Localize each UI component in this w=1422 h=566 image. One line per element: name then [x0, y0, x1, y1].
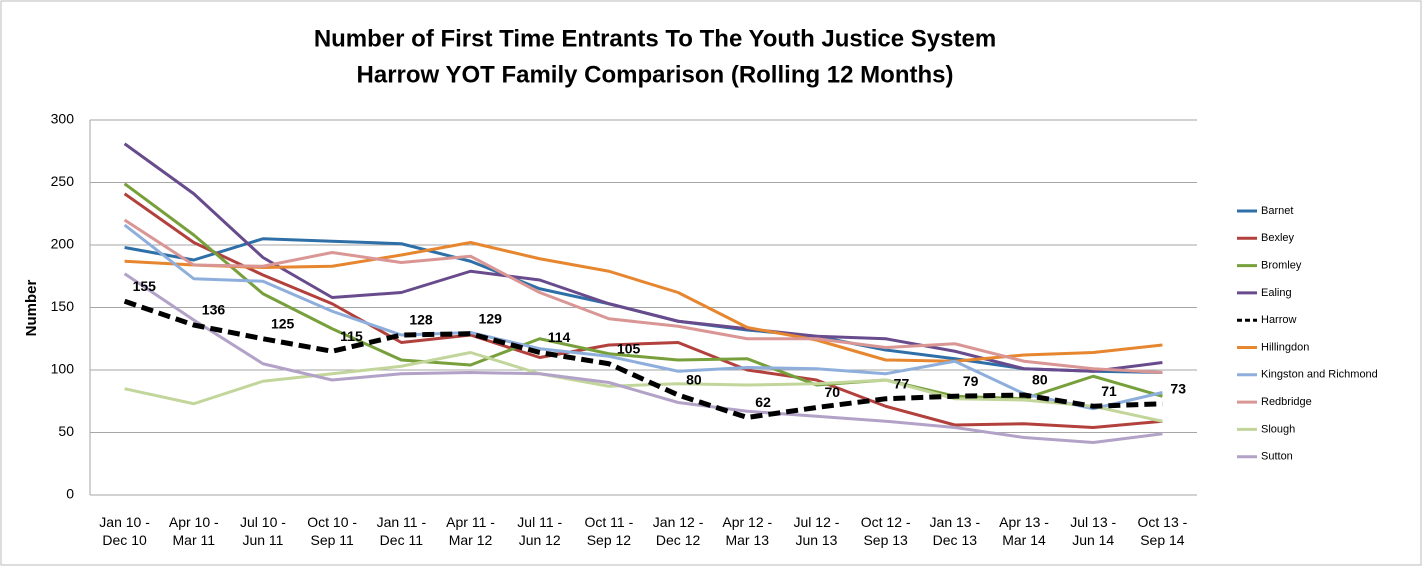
data-label: 105	[617, 340, 641, 356]
legend-label: Barnet	[1261, 205, 1293, 217]
series-line	[123, 142, 1163, 373]
x-tick-label: Oct 11 - Sep 12	[584, 514, 634, 548]
series-line	[123, 218, 1163, 374]
y-tick-label: 200	[51, 236, 75, 252]
chart-title: Number of First Time Entrants To The You…	[314, 25, 996, 52]
series-line	[123, 223, 1163, 411]
data-label: 115	[340, 328, 363, 344]
x-tick-label: Jul 13 - Jun 14	[1070, 514, 1117, 548]
chart-subtitle: Harrow YOT Family Comparison (Rolling 12…	[357, 61, 954, 88]
series-line	[123, 192, 1163, 429]
x-tick-label: Apr 10 - Mar 11	[168, 514, 219, 548]
legend-label: Harrow	[1261, 314, 1297, 326]
x-tick-label: Oct 12 - Sep 13	[860, 514, 911, 548]
x-tick-label: Apr 13 - Mar 14	[999, 514, 1049, 548]
x-tick-label: Jan 13 - Dec 13	[929, 514, 981, 548]
x-tick-label: Jan 10 - Dec 10	[99, 514, 150, 548]
data-label: 114	[548, 329, 571, 345]
legend-label: Redbridge	[1261, 396, 1312, 408]
series-line	[124, 351, 1163, 423]
data-label: 77	[894, 375, 910, 391]
x-tick-label: Jan 12 - Dec 12	[652, 514, 704, 548]
legend-label: Sutton	[1261, 451, 1293, 463]
data-label: 129	[479, 310, 503, 326]
y-tick-label: 100	[51, 361, 75, 377]
series-line	[123, 272, 1163, 444]
legend-label: Hillingdon	[1261, 341, 1309, 353]
legend-label: Bexley	[1261, 232, 1295, 244]
series-line	[123, 298, 1163, 420]
data-label: 128	[409, 312, 433, 328]
legend-label: Kingston and Richmond	[1261, 369, 1378, 381]
data-label: 80	[686, 372, 702, 388]
y-tick-label: 0	[66, 486, 74, 502]
x-tick-label: Jul 11 - Jun 12	[517, 514, 563, 548]
legend-label: Slough	[1261, 423, 1295, 435]
data-label: 136	[202, 302, 226, 318]
data-label: 155	[133, 278, 157, 294]
data-label: 70	[824, 384, 840, 400]
x-tick-label: Jan 11 - Dec 11	[376, 514, 427, 548]
x-tick-label: Apr 11 - Mar 12	[446, 514, 495, 548]
legend-label: Ealing	[1261, 287, 1292, 299]
data-label: 71	[1101, 383, 1117, 399]
x-tick-label: Jul 12 - Jun 13	[793, 514, 840, 548]
series-line	[124, 241, 1163, 363]
y-tick-label: 250	[51, 173, 75, 189]
data-label: 80	[1032, 372, 1048, 388]
x-tick-label: Jul 10 - Jun 11	[240, 514, 286, 548]
data-label: 73	[1170, 380, 1186, 396]
data-label: 79	[963, 373, 979, 389]
y-tick-label: 50	[58, 423, 74, 439]
x-tick-label: Oct 13 - Sep 14	[1137, 514, 1188, 548]
x-tick-label: Apr 12 - Mar 13	[722, 514, 773, 548]
x-tick-label: Oct 10 - Sep 11	[307, 514, 358, 548]
data-label: 62	[755, 394, 771, 410]
data-label: 125	[271, 315, 295, 331]
y-tick-label: 150	[51, 298, 75, 314]
y-tick-label: 300	[51, 111, 75, 127]
y-axis-label: Number	[23, 280, 40, 337]
legend-label: Bromley	[1261, 260, 1302, 272]
